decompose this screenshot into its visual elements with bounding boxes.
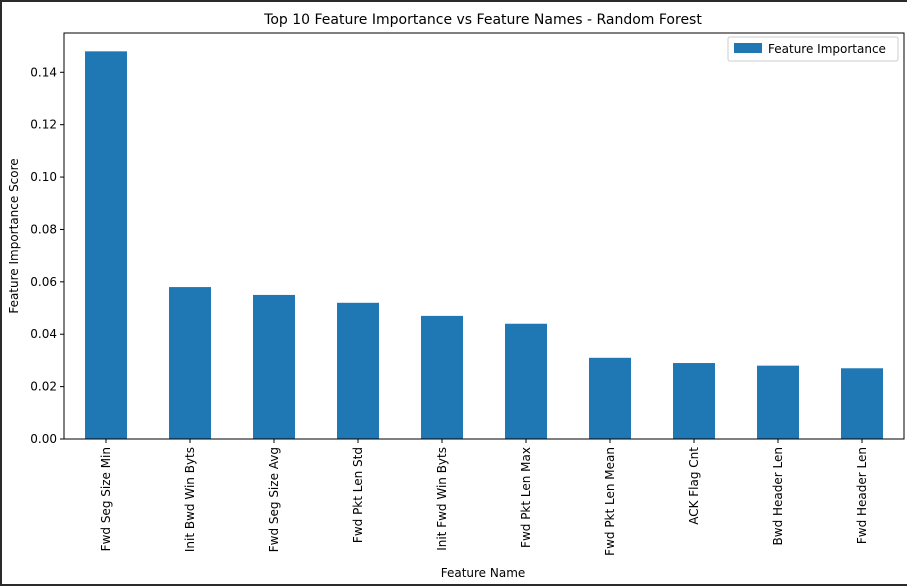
legend-swatch [734,43,762,53]
x-tick-label: ACK Flag Cnt [687,447,701,525]
x-tick-label: Init Fwd Win Byts [435,447,449,551]
x-axis-label: Feature Name [441,566,526,580]
x-tick-label: Fwd Header Len [855,447,869,544]
x-tick-label: Fwd Seg Size Min [99,447,113,551]
bar [757,365,799,439]
y-tick-label: 0.04 [30,327,57,341]
x-axis-ticks: Fwd Seg Size Min Init Bwd Win Byts Fwd Seg… [99,439,869,556]
bar [169,287,211,439]
chart-title: Top 10 Feature Importance vs Feature Nam… [263,12,702,28]
x-tick-label: Init Bwd Win Byts [183,447,197,552]
y-tick-label: 0.08 [30,222,57,236]
legend: Feature Importance [727,36,899,62]
bar [589,357,631,439]
legend-label: Feature Importance [768,42,886,56]
plot-area-frame [63,32,905,440]
bar [421,315,463,439]
y-tick-label: 0.00 [30,432,57,446]
x-tick-label: Bwd Header Len [771,447,785,545]
bar [505,323,547,439]
bar [253,294,295,439]
bar [673,363,715,439]
y-tick-label: 0.02 [30,380,57,394]
y-tick-label: 0.12 [30,118,57,132]
x-tick-label: Fwd Seg Size Avg [267,447,281,552]
bar [841,368,883,439]
x-tick-label: Fwd Pkt Len Std [351,447,365,543]
window-frame-bottom [0,584,907,586]
y-tick-label: 0.06 [30,275,57,289]
bar [337,302,379,439]
bars-group [85,51,883,440]
y-tick-label: 0.10 [30,170,57,184]
y-axis-label: Feature Importance Score [7,158,21,313]
bar [85,51,127,440]
window-frame-left [0,0,2,586]
y-tick-label: 0.14 [30,65,57,79]
window-frame-top [0,0,907,2]
legend-box [727,36,899,62]
x-tick-label: Fwd Pkt Len Mean [603,447,617,556]
y-axis-ticks: 0.00 0.02 0.04 0.06 0.08 0.10 0.12 0.14 [30,65,64,446]
x-tick-label: Fwd Pkt Len Max [519,447,533,548]
